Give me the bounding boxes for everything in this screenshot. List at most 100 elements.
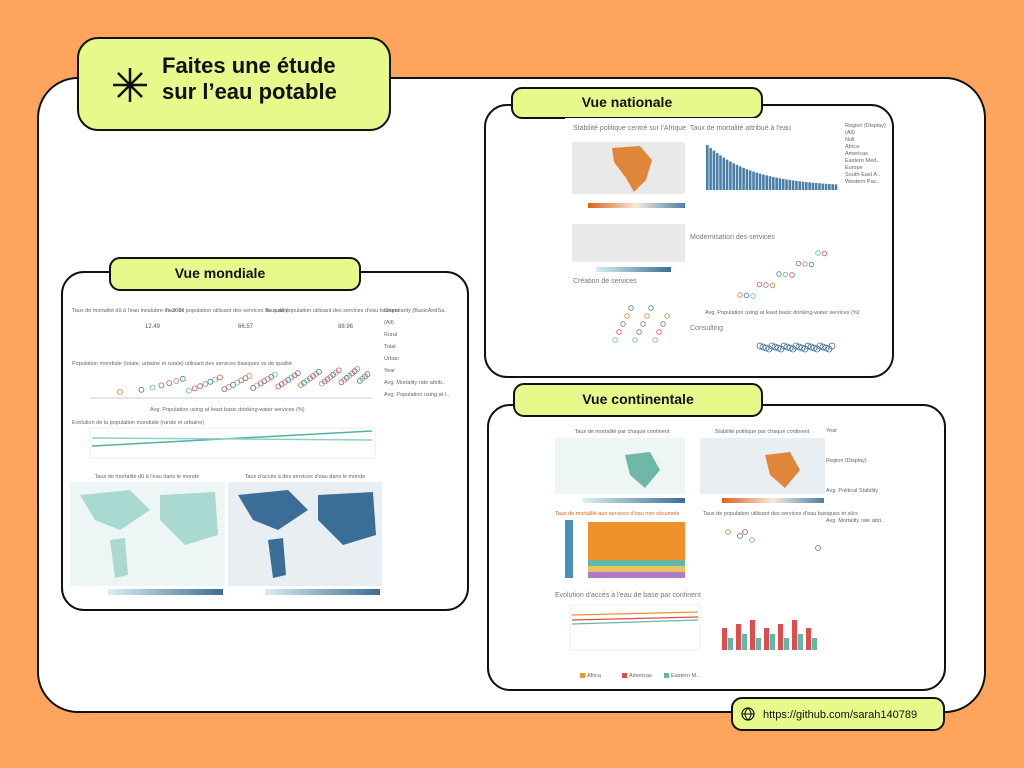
filter-label: Region (Display) [826,458,867,464]
scatter-point [173,378,180,384]
filter-label: Null [845,137,854,143]
bar [792,620,797,650]
bar [752,171,755,190]
scatter-point [624,313,630,319]
scatter-point [798,344,806,352]
scatter-point [828,342,836,350]
bar [764,628,769,650]
kpi-value: 12.49 [145,324,161,330]
bar [725,159,729,190]
scatter-point [216,374,223,381]
bar [805,182,808,190]
panel-tab [109,257,361,291]
chart-title: Taux de population utilisant des service… [703,511,858,517]
scatter-point [117,389,123,395]
scatter-point [780,342,788,350]
map [555,438,685,494]
bar [722,157,726,190]
scatter-point [725,529,731,535]
bar [728,638,733,650]
scatter-point [185,387,192,394]
filter-label: Year [384,368,395,374]
scatter-point [819,343,827,351]
bar [821,183,825,190]
filter-label: (All) [845,130,855,136]
color-scale [583,498,685,503]
legend-swatch [580,673,585,678]
scatter-point [771,343,779,351]
bar [758,173,762,190]
filter-label: Year [826,428,837,434]
bar [709,147,712,190]
scatter-point [795,343,803,351]
scatter-point [158,382,165,389]
axis-label: Avg. Population using at least basic dri… [705,310,860,316]
bar [798,181,801,190]
asterisk-stroke [117,72,143,98]
scatter-point [628,305,634,311]
chart-title: Modernisation des services [690,234,775,241]
bar [739,166,742,190]
scatter-point [212,376,219,383]
color-scale [588,203,685,208]
bar [715,153,719,190]
filter-label: Region (Display) [845,123,886,129]
scatter-point [149,384,156,391]
bar [814,183,818,190]
scatter-point [815,545,821,551]
filter-label: Eastern Med.. [845,158,880,164]
scatter-point [316,368,322,375]
bar [768,176,772,190]
bar [742,167,745,190]
filter-label: Africa [845,144,860,150]
legend-label: Americas [629,673,652,679]
bar [788,179,792,190]
bar [772,176,775,190]
chart-title: Consulting [690,325,723,332]
bar [824,183,828,190]
trend-line [91,437,373,441]
scatter-point [795,260,802,267]
bar [834,184,838,190]
scatter-point [802,261,808,267]
map-region [625,452,660,488]
chart-title: Création de services [573,278,637,285]
legend-label: Africa [587,673,602,679]
color-scale [596,267,671,272]
map-region [612,146,652,192]
scatter-point [354,366,361,372]
bar [775,177,778,190]
url[interactable]: https://github.com/sarah140789 [763,709,917,721]
filter-label: Europe [845,165,863,171]
scatter-point [743,292,750,299]
scatter-point [335,367,342,374]
url-pill[interactable] [731,697,945,731]
filter-label: Western Pac.. [845,179,880,185]
bar [755,172,759,190]
filter-label: Avg. Political Stability [826,488,878,494]
scatter-point [737,533,743,539]
scatter-point [762,344,770,352]
chart-title: Stabilité politique centré sur l'Afrique [573,125,686,132]
chart-title: Taux de mortalité par chaque continent [575,429,670,435]
chart-title: Taux de mortalité dû à l'eau dans le mon… [95,474,200,480]
bar [735,164,739,190]
scatter-point [810,344,818,352]
scatter-point [660,321,666,327]
bar [778,624,783,650]
scatter-point [664,313,670,319]
chart-title: Taux de mortalité attribué à l'eau [690,125,791,132]
scatter-point [768,342,776,350]
scatter-point [648,305,654,311]
bar [801,181,805,190]
scatter-point [644,313,650,319]
scatter-point [786,344,794,352]
asterisk-icon [113,68,147,102]
scatter-point [364,371,371,378]
bar [736,624,741,650]
filter-label: Rural [384,332,397,338]
color-scale [265,589,380,595]
filter-label: Granularity (BasicAndSa.. [384,308,448,314]
filter-label: Urban [384,356,399,362]
bar [748,170,752,190]
